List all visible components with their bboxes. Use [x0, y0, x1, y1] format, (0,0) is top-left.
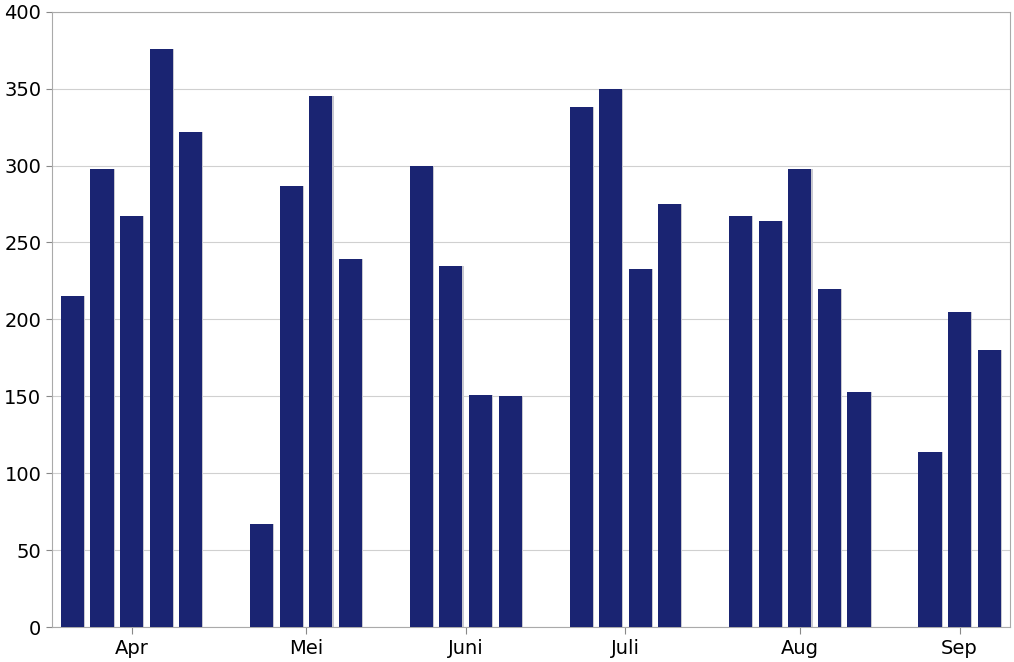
Bar [179, 132, 202, 627]
Bar [461, 265, 463, 627]
Bar [432, 166, 434, 627]
Bar [970, 312, 972, 627]
Bar [729, 216, 752, 627]
Bar [788, 169, 811, 627]
Bar [811, 169, 812, 627]
Bar [492, 395, 493, 627]
Bar [841, 289, 843, 627]
Bar [332, 96, 334, 627]
Bar [83, 297, 85, 627]
Bar [521, 397, 523, 627]
Bar [250, 524, 273, 627]
Bar [499, 397, 521, 627]
Bar [113, 169, 115, 627]
Bar [570, 107, 592, 627]
Bar [781, 221, 783, 627]
Bar [680, 204, 682, 627]
Bar [848, 392, 871, 627]
Bar [143, 216, 144, 627]
Bar [90, 169, 114, 627]
Bar [977, 350, 1001, 627]
Bar [1000, 350, 1002, 627]
Bar [948, 312, 971, 627]
Bar [361, 260, 363, 627]
Bar [302, 185, 304, 627]
Bar [339, 260, 362, 627]
Bar [629, 269, 652, 627]
Bar [439, 265, 462, 627]
Bar [592, 107, 594, 627]
Bar [468, 395, 492, 627]
Bar [61, 297, 84, 627]
Bar [280, 185, 303, 627]
Bar [410, 166, 433, 627]
Bar [658, 204, 681, 627]
Bar [651, 269, 653, 627]
Bar [273, 524, 275, 627]
Bar [309, 96, 333, 627]
Bar [172, 48, 173, 627]
Bar [818, 289, 841, 627]
Bar [599, 89, 623, 627]
Bar [751, 216, 753, 627]
Bar [622, 89, 624, 627]
Bar [870, 392, 872, 627]
Bar [941, 451, 943, 627]
Bar [919, 451, 942, 627]
Bar [120, 216, 143, 627]
Bar [758, 221, 782, 627]
Bar [150, 48, 172, 627]
Bar [202, 132, 204, 627]
